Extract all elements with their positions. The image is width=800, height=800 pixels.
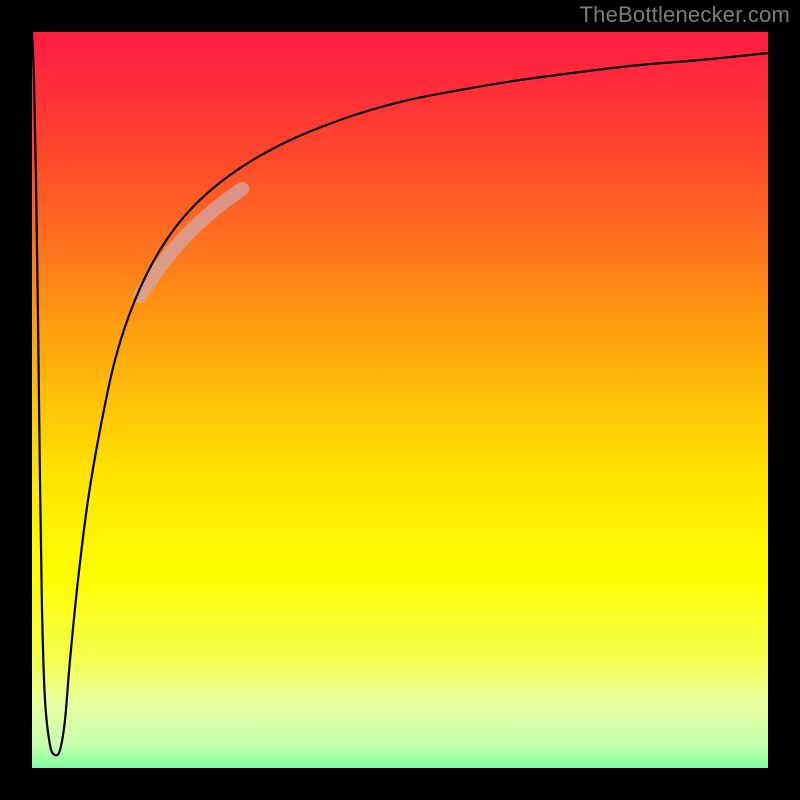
chart-gradient-bg bbox=[0, 0, 800, 800]
chart-container: TheBottlenecker.com bbox=[0, 0, 800, 800]
bottleneck-chart bbox=[0, 0, 800, 800]
attribution-watermark: TheBottlenecker.com bbox=[580, 2, 790, 28]
